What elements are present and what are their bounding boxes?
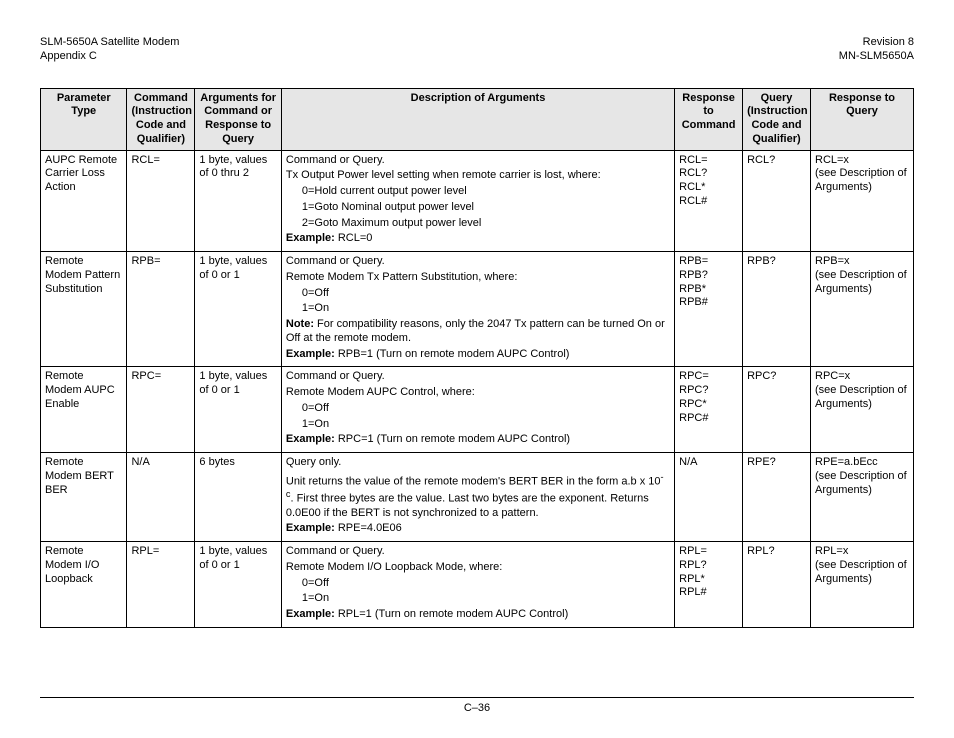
col-parameter-type: Parameter Type — [41, 88, 127, 150]
cell-command: N/A — [127, 453, 195, 542]
cell-description: Command or Query.Remote Modem AUPC Contr… — [281, 367, 674, 453]
cell-arguments: 1 byte, values of 0 or 1 — [195, 542, 281, 628]
header-left-line1: SLM-5650A Satellite Modem — [40, 36, 179, 50]
cell-description: Command or Query.Remote Modem Tx Pattern… — [281, 252, 674, 367]
cell-response-to-query: RPL=x(see Description of Arguments) — [811, 542, 914, 628]
table-row: Remote Modem AUPC EnableRPC=1 byte, valu… — [41, 367, 914, 453]
cell-description: Command or Query.Tx Output Power level s… — [281, 150, 674, 252]
cell-arguments: 1 byte, values of 0 or 1 — [195, 252, 281, 367]
cell-command: RPC= — [127, 367, 195, 453]
cell-query: RPL? — [743, 542, 811, 628]
col-response-to-query: Response to Query — [811, 88, 914, 150]
cell-parameter-type: Remote Modem I/O Loopback — [41, 542, 127, 628]
page-footer: C–36 — [40, 697, 914, 714]
cell-arguments: 6 bytes — [195, 453, 281, 542]
col-query: Query (Instruction Code and Qualifier) — [743, 88, 811, 150]
cell-parameter-type: Remote Modem AUPC Enable — [41, 367, 127, 453]
cell-query: RPB? — [743, 252, 811, 367]
col-arguments: Arguments for Command or Response to Que… — [195, 88, 281, 150]
cell-response-to-query: RPB=x(see Description of Arguments) — [811, 252, 914, 367]
table-row: Remote Modem I/O LoopbackRPL=1 byte, val… — [41, 542, 914, 628]
page-header: SLM-5650A Satellite Modem Appendix C Rev… — [40, 36, 914, 64]
cell-command: RPB= — [127, 252, 195, 367]
cell-response-to-command: RPC=RPC?RPC*RPC# — [675, 367, 743, 453]
cell-parameter-type: Remote Modem Pattern Substitution — [41, 252, 127, 367]
table-row: Remote Modem Pattern SubstitutionRPB=1 b… — [41, 252, 914, 367]
cell-description: Query only.Unit returns the value of the… — [281, 453, 674, 542]
page-number: C–36 — [464, 702, 490, 714]
header-right-line1: Revision 8 — [839, 36, 914, 50]
table-row: Remote Modem BERT BERN/A6 bytesQuery onl… — [41, 453, 914, 542]
cell-parameter-type: AUPC Remote Carrier Loss Action — [41, 150, 127, 252]
header-right-line2: MN-SLM5650A — [839, 50, 914, 64]
cell-arguments: 1 byte, values of 0 thru 2 — [195, 150, 281, 252]
cell-command: RCL= — [127, 150, 195, 252]
table-row: AUPC Remote Carrier Loss ActionRCL=1 byt… — [41, 150, 914, 252]
cell-query: RCL? — [743, 150, 811, 252]
cell-query: RPC? — [743, 367, 811, 453]
cell-description: Command or Query.Remote Modem I/O Loopba… — [281, 542, 674, 628]
cell-response-to-command: RPB=RPB?RPB*RPB# — [675, 252, 743, 367]
col-description: Description of Arguments — [281, 88, 674, 150]
cell-command: RPL= — [127, 542, 195, 628]
col-response-to-command: Response to Command — [675, 88, 743, 150]
header-left-line2: Appendix C — [40, 50, 179, 64]
cell-response-to-query: RPE=a.bEcc(see Description of Arguments) — [811, 453, 914, 542]
parameters-table: Parameter Type Command (Instruction Code… — [40, 88, 914, 628]
cell-response-to-query: RPC=x(see Description of Arguments) — [811, 367, 914, 453]
cell-parameter-type: Remote Modem BERT BER — [41, 453, 127, 542]
table-header-row: Parameter Type Command (Instruction Code… — [41, 88, 914, 150]
cell-arguments: 1 byte, values of 0 or 1 — [195, 367, 281, 453]
cell-response-to-query: RCL=x(see Description of Arguments) — [811, 150, 914, 252]
cell-response-to-command: RPL=RPL?RPL*RPL# — [675, 542, 743, 628]
cell-response-to-command: N/A — [675, 453, 743, 542]
cell-response-to-command: RCL=RCL?RCL*RCL# — [675, 150, 743, 252]
col-command: Command (Instruction Code and Qualifier) — [127, 88, 195, 150]
cell-query: RPE? — [743, 453, 811, 542]
